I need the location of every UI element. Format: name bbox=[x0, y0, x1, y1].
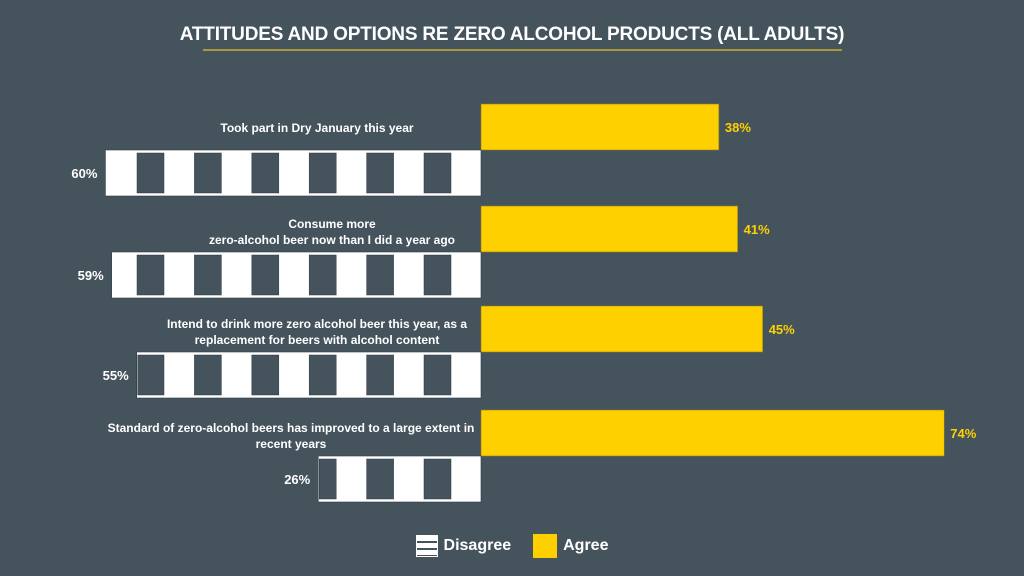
disagree-bar bbox=[111, 251, 482, 299]
category-label: Took part in Dry January this year bbox=[220, 121, 414, 135]
disagree-bar-stripe bbox=[423, 354, 452, 396]
agree-value-label: 74% bbox=[950, 426, 976, 441]
disagree-bar-stripe bbox=[194, 254, 222, 296]
disagree-bar-stripe bbox=[137, 354, 165, 396]
legend-label-agree: Agree bbox=[563, 537, 609, 554]
disagree-value-label: 26% bbox=[284, 472, 310, 487]
category-label-line: Intend to drink more zero alcohol beer t… bbox=[167, 317, 467, 331]
disagree-bar-stripe bbox=[194, 152, 222, 194]
category-label-line: Standard of zero-alcohol beers has impro… bbox=[108, 421, 475, 435]
disagree-bar bbox=[317, 455, 482, 503]
agree-swatch-icon bbox=[533, 534, 558, 558]
disagree-bar-stripe bbox=[423, 458, 452, 500]
chart-title: ATTITUDES AND OPTIONS RE ZERO ALCOHOL PR… bbox=[179, 24, 845, 45]
disagree-bar-stripe bbox=[251, 254, 280, 296]
category-label-line: recent years bbox=[256, 437, 327, 451]
disagree-bar-stripe bbox=[366, 354, 394, 396]
agree-value-label: 38% bbox=[725, 120, 751, 135]
disagree-bar-stripe bbox=[136, 254, 165, 296]
disagree-value-label: 60% bbox=[71, 166, 97, 181]
disagree-bar-stripe bbox=[423, 152, 452, 194]
disagree-bar-stripe bbox=[136, 152, 165, 194]
legend-item-disagree[interactable]: Disagree bbox=[415, 535, 512, 557]
disagree-bar-stripe bbox=[318, 458, 337, 500]
category-label: Consume more zero-alcohol beer now than I… bbox=[209, 217, 455, 247]
agree-bar bbox=[480, 305, 764, 353]
disagree-bar bbox=[105, 149, 482, 197]
disagree-bar-stripe bbox=[251, 354, 280, 396]
disagree-bar-stripe bbox=[308, 254, 337, 296]
category-label-line: replacement for beers with alcohol conte… bbox=[195, 333, 440, 347]
legend-label-disagree: Disagree bbox=[443, 537, 512, 554]
disagree-bar bbox=[136, 351, 482, 399]
title-underline bbox=[203, 49, 842, 51]
disagree-bar-stripe bbox=[366, 152, 394, 194]
agree-value-label: 45% bbox=[769, 322, 795, 337]
legend-item-agree[interactable]: Agree bbox=[533, 534, 608, 558]
disagree-value-label: 59% bbox=[78, 268, 104, 283]
disagree-bar-stripe bbox=[194, 354, 222, 396]
agree-value-label: 41% bbox=[744, 222, 770, 237]
category-label-line: Consume more bbox=[288, 217, 376, 231]
disagree-value-label: 55% bbox=[103, 368, 129, 383]
category-label-line: Took part in Dry January this year bbox=[220, 121, 414, 135]
agree-bar bbox=[480, 103, 720, 151]
disagree-bar-stripe bbox=[308, 152, 337, 194]
disagree-bar-stripe bbox=[366, 254, 394, 296]
disagree-bar-stripe bbox=[423, 254, 452, 296]
legend: Disagree Agree bbox=[0, 534, 1024, 558]
category-label-line: zero-alcohol beer now than I did a year … bbox=[209, 233, 455, 247]
disagree-bar-stripe bbox=[308, 354, 337, 396]
disagree-swatch-icon bbox=[415, 535, 438, 557]
agree-bar bbox=[480, 205, 738, 253]
category-label: Intend to drink more zero alcohol beer t… bbox=[167, 317, 467, 347]
category-label: Standard of zero-alcohol beers has impro… bbox=[108, 421, 475, 451]
disagree-bar-stripe bbox=[366, 458, 394, 500]
disagree-bar-stripe bbox=[251, 152, 280, 194]
agree-bar bbox=[480, 409, 945, 457]
